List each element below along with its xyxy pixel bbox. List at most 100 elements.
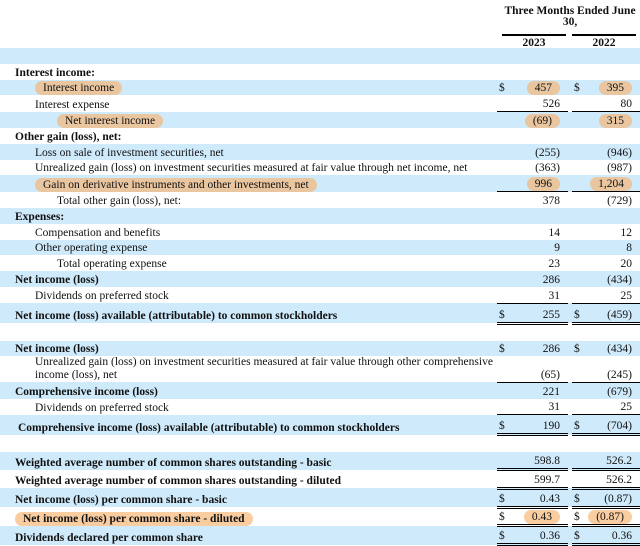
currency-2022 — [572, 323, 582, 340]
value-2022-text: (459) — [607, 308, 632, 321]
value-2022 — [582, 128, 640, 144]
period-heading: Three Months Ended June 30, — [504, 5, 636, 28]
row-label: Net income (loss) per common share - dil… — [0, 507, 497, 526]
currency-2023 — [497, 382, 509, 399]
value-2023: 221 — [509, 382, 568, 399]
currency-2023: $ — [497, 414, 509, 437]
currency-2023: $ — [497, 488, 509, 509]
value-2023: 0.43 — [509, 507, 568, 528]
currency-2023 — [497, 48, 509, 64]
currency-2022-text: $ — [574, 308, 580, 321]
row-label-text: Total other gain (loss), net: — [57, 194, 182, 207]
currency-2023 — [497, 160, 509, 176]
value-2023: (363) — [509, 160, 568, 176]
value-2023: 598.8 — [509, 452, 568, 472]
currency-2022: $ — [572, 340, 582, 357]
value-2022-text: 395 — [598, 81, 632, 96]
row-label-text: Dividends on preferred stock — [35, 290, 169, 303]
value-2022-text: 315 — [598, 113, 632, 128]
value-2023 — [509, 48, 568, 64]
row-label: Net income (loss) — [0, 340, 497, 357]
row-label-text: Net income (loss) per common share - dil… — [15, 511, 253, 526]
row-label: Loss on sale of investment securities, n… — [0, 143, 497, 160]
row-label: Interest income — [0, 79, 497, 96]
value-2022-text: 25 — [620, 289, 633, 302]
currency-2022 — [572, 255, 582, 271]
currency-2022 — [572, 95, 582, 113]
spacer — [568, 452, 572, 470]
value-2022: 25 — [582, 398, 640, 416]
table-row: Dividends on preferred stock 31 25 — [0, 398, 640, 416]
row-label — [0, 323, 497, 340]
currency-2023-text: $ — [499, 492, 505, 505]
value-2023 — [509, 323, 568, 340]
value-2022: 526.2 — [582, 452, 640, 472]
value-2023-text: 190 — [542, 420, 560, 433]
value-2023 — [509, 207, 568, 224]
currency-2023 — [497, 64, 509, 80]
row-label-text: Weighted average number of common shares… — [15, 475, 342, 488]
value-2022-text: 8 — [626, 242, 632, 255]
table-row — [0, 435, 640, 452]
value-2023-text: 221 — [542, 385, 560, 398]
value-2023: 190 — [509, 414, 568, 437]
currency-2022-text: $ — [574, 420, 580, 433]
value-2022: (434) — [582, 340, 640, 357]
spacer — [568, 414, 572, 435]
row-label-text: Net income (loss) available (attributabl… — [15, 310, 338, 323]
currency-2023-text: $ — [499, 530, 505, 543]
row-label: Dividends on preferred stock — [0, 287, 497, 303]
row-label — [0, 48, 497, 64]
currency-2022-text: $ — [574, 511, 580, 524]
spacer — [568, 382, 572, 399]
row-label: Other operating expense — [0, 239, 497, 256]
table-row: Comprehensive income (loss) 221 (679) — [0, 382, 640, 399]
value-2022: (987) — [582, 160, 640, 176]
row-label-text: Dividends on preferred stock — [35, 401, 169, 414]
value-2023: 0.36 — [509, 525, 568, 546]
table-row: Total other gain (loss), net: 378 (729) — [0, 192, 640, 208]
table-row: Gain on derivative instruments and other… — [0, 175, 640, 193]
value-2023: (69) — [509, 111, 568, 128]
row-label-text: Interest expense — [35, 98, 110, 111]
currency-2023 — [497, 111, 509, 128]
row-label: Unrealized gain (loss) on investment sec… — [0, 356, 497, 382]
value-2023-text: 14 — [548, 226, 561, 239]
value-2023: 996 — [509, 175, 568, 193]
currency-2022 — [572, 239, 582, 256]
row-label: Other gain (loss), net: — [0, 128, 497, 144]
row-label-text: Net income (loss) — [15, 343, 99, 356]
value-2022-text: (946) — [607, 146, 632, 159]
row-label-text: Expenses: — [15, 210, 65, 223]
value-2022 — [582, 207, 640, 224]
value-2022-text: 526.2 — [606, 455, 632, 468]
value-2022: 395 — [582, 79, 640, 96]
value-2022: 20 — [582, 255, 640, 271]
row-label: Total operating expense — [0, 255, 497, 271]
currency-2022 — [572, 128, 582, 144]
value-2022: (0.87) — [582, 488, 640, 509]
value-2022-text: (0.87) — [604, 492, 632, 505]
value-2022-text: 25 — [620, 401, 633, 414]
currency-2022 — [572, 160, 582, 176]
value-2023-text: 0.43 — [539, 492, 560, 505]
value-2022-text: 1,204 — [590, 177, 632, 192]
currency-2023-text: $ — [499, 420, 505, 433]
value-2023-text: 599.7 — [534, 473, 560, 486]
currency-2022: $ — [572, 79, 582, 96]
currency-2022: $ — [572, 414, 582, 437]
currency-2022: $ — [572, 525, 582, 546]
currency-2023 — [497, 239, 509, 256]
value-2023-text: (255) — [535, 146, 560, 159]
value-2023: 286 — [509, 340, 568, 357]
row-label-text: Gain on derivative instruments and other… — [35, 177, 317, 192]
currency-2022 — [572, 192, 582, 208]
value-2023-text: 286 — [542, 273, 560, 286]
table-row: Unrealized gain (loss) on investment sec… — [0, 356, 640, 383]
value-2023: 378 — [509, 192, 568, 208]
value-2022 — [582, 64, 640, 80]
currency-2023 — [497, 452, 509, 472]
table-row: Dividends declared per common share $0.36… — [0, 525, 640, 546]
value-2023-text: (65) — [540, 368, 560, 381]
row-label: Interest income: — [0, 64, 497, 80]
